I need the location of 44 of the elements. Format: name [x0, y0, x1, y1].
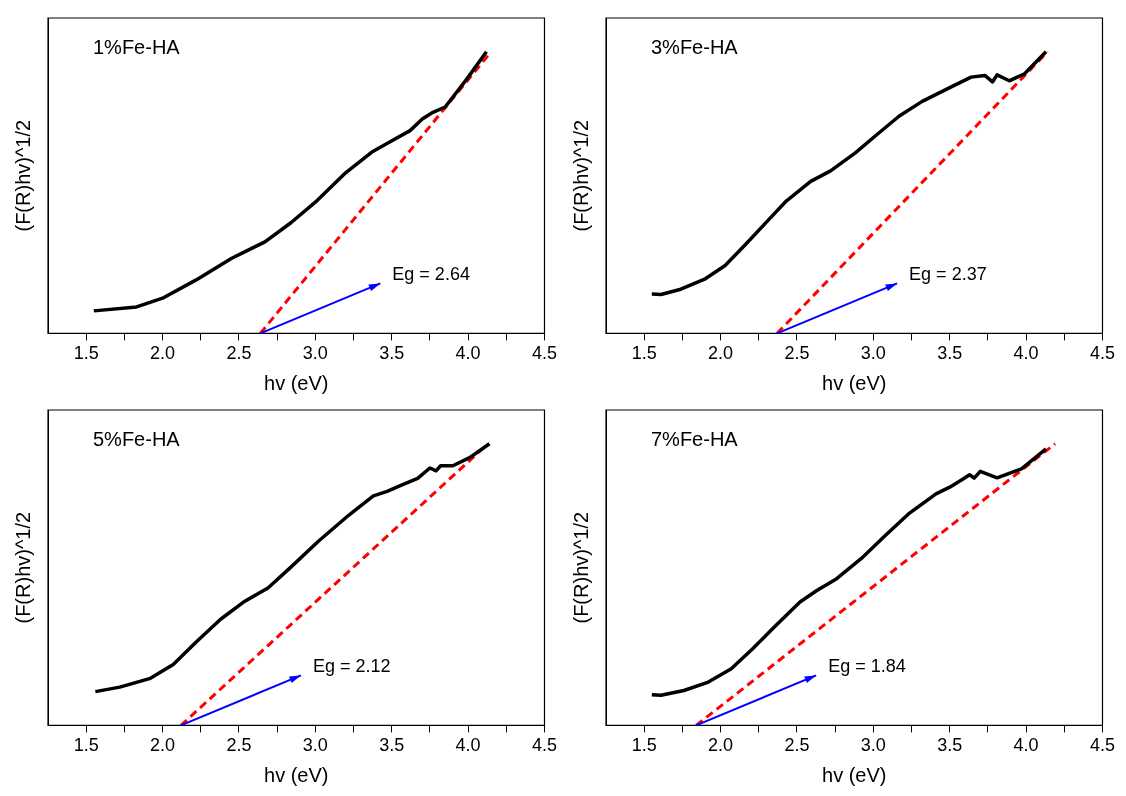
- x-axis-title: hv (eV): [264, 371, 329, 394]
- chart-title: 1%Fe-HA: [93, 35, 181, 58]
- x-tick-label: 2.5: [226, 735, 252, 756]
- annotation: Eg = 2.12: [312, 656, 391, 677]
- x-tick-label: 2.0: [150, 735, 176, 756]
- x-tick-label: 4.5: [531, 735, 557, 756]
- x-tick-label: 4.0: [1013, 735, 1039, 756]
- y-axis-title: (F(R)hv)^1/2: [11, 511, 34, 624]
- x-tick-label: 2.5: [784, 735, 810, 756]
- x-tick-label: 3.5: [379, 735, 405, 756]
- annotation: Eg = 2.37: [909, 264, 987, 285]
- chart-title: 7%Fe-HA: [651, 427, 739, 450]
- x-tick-label: 3.5: [937, 735, 963, 756]
- annotation: Eg = 1.84: [828, 656, 906, 677]
- x-tick-label: 2.5: [226, 343, 252, 364]
- x-tick-label: 1.5: [631, 343, 657, 364]
- x-tick-label: 1.5: [73, 735, 99, 756]
- x-tick-label: 1.5: [73, 343, 99, 364]
- x-tick-label: 4.5: [1089, 343, 1115, 364]
- chart-title: 3%Fe-HA: [651, 35, 739, 58]
- x-tick-label: 1.5: [631, 735, 657, 756]
- x-axis-title: hv (eV): [264, 763, 329, 786]
- x-tick-label: 3.0: [302, 343, 328, 364]
- annotation: Eg = 2.64: [392, 264, 470, 285]
- x-tick-label: 3.5: [379, 343, 405, 364]
- x-tick-label: 2.0: [708, 343, 734, 364]
- x-tick-label: 3.0: [302, 735, 328, 756]
- y-axis-title: (F(R)hv)^1/2: [11, 119, 34, 232]
- x-tick-label: 2.5: [784, 343, 810, 364]
- x-tick-label: 3.5: [937, 343, 963, 364]
- y-axis-title: (F(R)hv)^1/2: [569, 119, 592, 232]
- x-axis-title: hv (eV): [822, 763, 887, 786]
- x-tick-label: 2.0: [708, 735, 734, 756]
- chart-title: 5%Fe-HA: [93, 427, 181, 450]
- x-tick-label: 2.0: [150, 343, 176, 364]
- y-axis-title: (F(R)hv)^1/2: [569, 511, 592, 624]
- x-tick-label: 3.0: [860, 735, 886, 756]
- x-tick-label: 4.0: [1013, 343, 1039, 364]
- x-tick-label: 3.0: [860, 343, 886, 364]
- x-tick-label: 4.5: [531, 343, 557, 364]
- x-tick-label: 4.0: [455, 735, 481, 756]
- x-tick-label: 4.0: [455, 343, 481, 364]
- x-axis-title: hv (eV): [822, 371, 887, 394]
- x-tick-label: 4.5: [1089, 735, 1115, 756]
